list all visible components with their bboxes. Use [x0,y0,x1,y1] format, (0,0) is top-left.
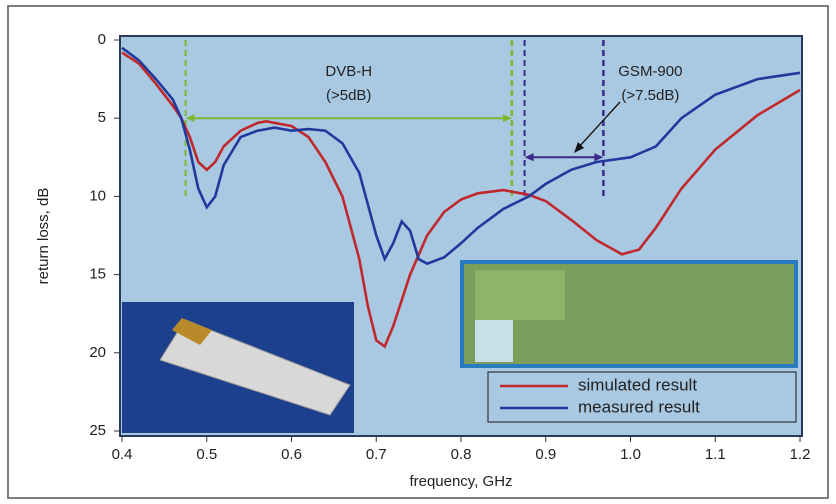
photo-patch [172,318,212,345]
band-sublabel: (>5dB) [326,87,371,104]
x-tick-label: 1.2 [790,446,811,463]
band-label: GSM-900 [618,63,682,80]
legend-box [487,371,797,423]
y-axis-label: return loss, dB [35,188,52,285]
photo-board [159,319,351,416]
y-tick-label: 25 [89,422,106,439]
arrowhead [502,114,512,123]
y-tick-label: 10 [89,187,106,204]
x-tick-label: 0.4 [112,446,133,463]
band-label: DVB-H [325,63,372,80]
callout-arrow [577,101,621,149]
arrowhead [524,153,534,162]
band-sublabel: (>7.5dB) [621,87,679,104]
x-tick-label: 1.0 [620,446,641,463]
callout-arrowhead [574,142,584,153]
y-tick-label: 0 [98,31,106,48]
x-tick-label: 0.8 [451,446,472,463]
legend-label: measured result [578,397,700,416]
y-tick-label: 15 [89,266,106,283]
x-axis-label: frequency, GHz [409,473,512,490]
legend-label: simulated result [578,375,697,394]
arrowhead [594,153,604,162]
arrowhead [185,114,195,123]
x-tick-label: 0.9 [535,446,556,463]
x-tick-label: 0.7 [366,446,387,463]
x-tick-label: 1.1 [705,446,726,463]
antenna-feed [475,320,513,362]
line-series [121,46,801,266]
y-tick-label: 5 [98,109,106,126]
antenna-patch [475,270,565,320]
x-tick-label: 0.5 [196,446,217,463]
x-tick-label: 0.6 [281,446,302,463]
line-series [121,51,801,349]
marks [121,40,801,349]
y-tick-label: 20 [89,344,106,361]
